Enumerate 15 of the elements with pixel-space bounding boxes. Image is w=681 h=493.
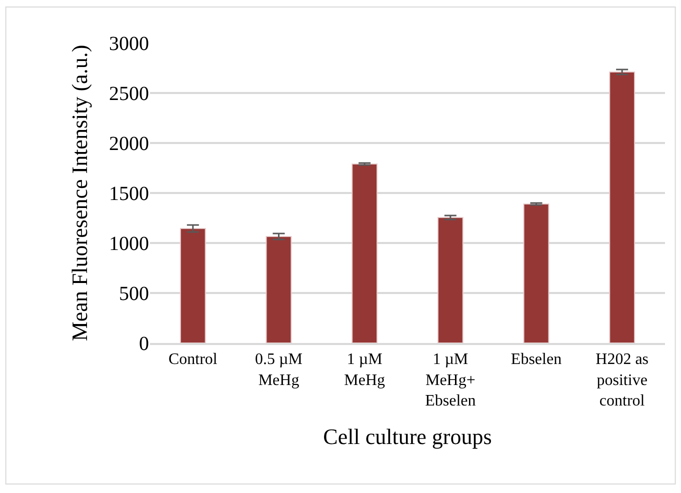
y-tick-label: 1000 <box>109 233 149 255</box>
x-axis-title: Cell culture groups <box>323 424 492 449</box>
y-axis-title: Mean Fluoresence Intensity (a.u.) <box>66 44 92 342</box>
y-tick-label: 2000 <box>109 133 149 155</box>
x-tick-label: 1 µM MeHg <box>344 350 386 389</box>
y-tick-label: 0 <box>139 333 149 355</box>
y-tick-label: 3000 <box>109 33 149 55</box>
y-tick-label: 1500 <box>109 183 149 205</box>
y-tick-label: 500 <box>119 283 149 305</box>
x-tick-label: H202 as positive control <box>596 350 649 410</box>
y-tick-label: 2500 <box>109 83 149 105</box>
x-tick-label: Ebselen <box>510 350 562 368</box>
x-tick-label: Control <box>168 350 218 368</box>
x-tick-label: 1 µM MeHg+ Ebselen <box>425 350 476 410</box>
x-tick-label: 0.5 µM MeHg <box>255 350 302 389</box>
